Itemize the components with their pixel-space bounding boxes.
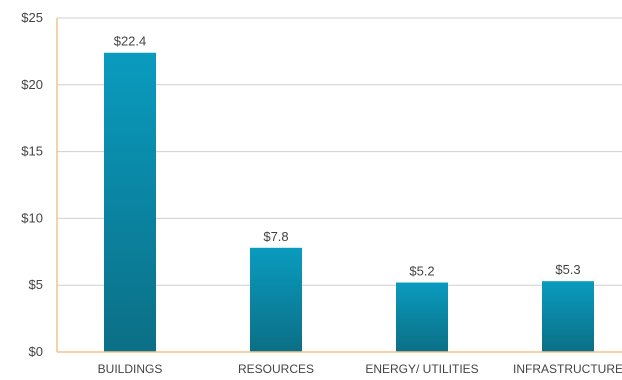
y-tick-label: $0 [29,344,43,359]
bar [542,281,594,352]
x-axis-ticks: BUILDINGS RESOURCES ENERGY/ UTILITIES INFRA… [98,362,622,376]
y-tick-label: $10 [21,210,43,225]
bar-value-label: $7.8 [263,229,288,244]
bar-value-label: $5.2 [409,264,434,279]
axes [56,18,622,353]
y-tick-label: $20 [21,77,43,92]
x-tick-label: ENERGY/ UTILITIES [365,362,478,375]
y-axis-ticks: $0 $5 $10 $15 $20 $25 [21,10,43,359]
bar [250,247,302,352]
x-tick-label: BUILDINGS [98,362,163,375]
bar-value-label: $5.3 [555,262,580,277]
bar [396,282,448,352]
bars [104,52,594,353]
y-tick-label: $5 [29,277,43,292]
x-tick-label: INFRASTRUCTURE [513,362,622,375]
bar-value-label: $22.4 [114,34,147,49]
data-labels: $22.4 $7.8 $5.2 $5.3 [114,34,581,279]
y-tick-label: $25 [21,10,43,25]
bar [104,52,156,353]
x-tick-label: RESOURCES [238,362,314,375]
y-tick-label: $15 [21,144,43,159]
